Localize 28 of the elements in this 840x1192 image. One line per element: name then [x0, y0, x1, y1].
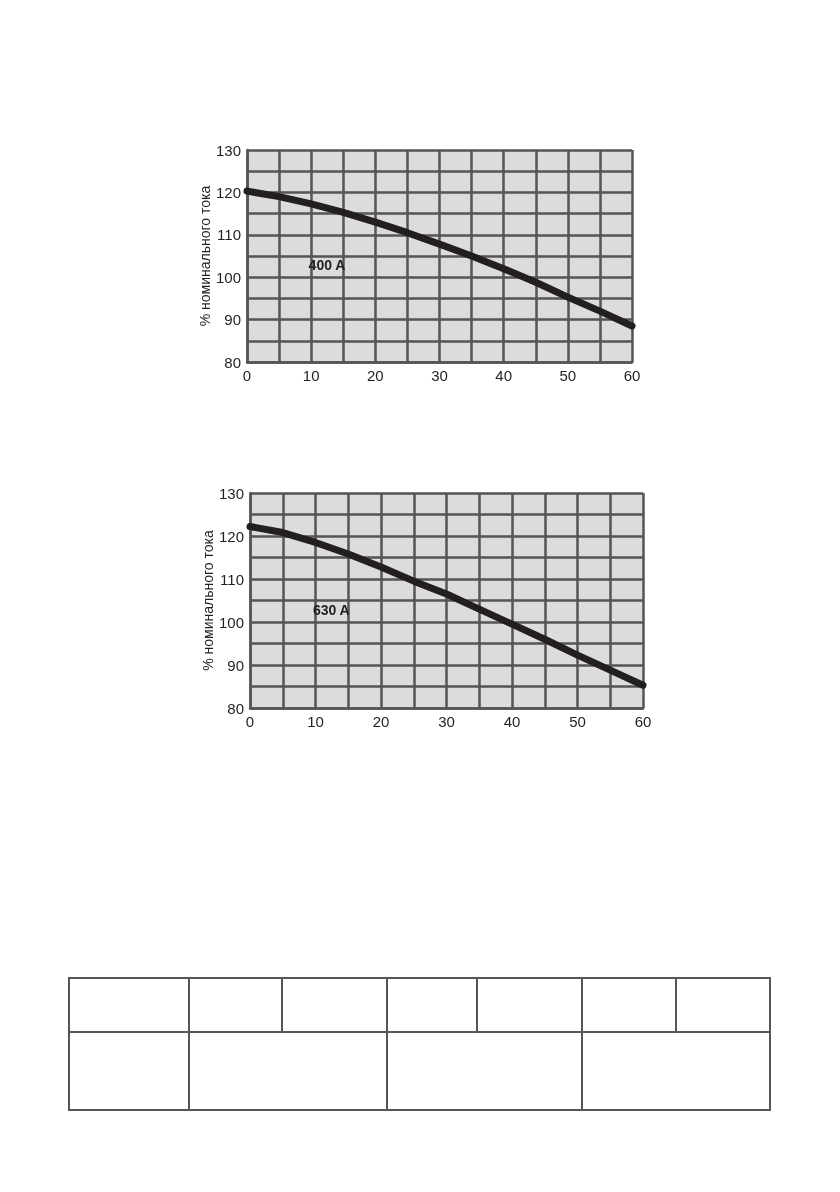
- y-tick-label: 130: [218, 484, 244, 502]
- y-tick-label: 100: [215, 268, 241, 286]
- x-tick-label: 10: [307, 713, 324, 730]
- y-tick-label: 120: [215, 183, 241, 201]
- x-tick-label: 10: [302, 367, 320, 384]
- x-tick-label: 30: [438, 713, 455, 730]
- x-tick-label: 40: [495, 367, 513, 384]
- x-tick-label: 30: [431, 367, 448, 384]
- y-tick-label: 100: [218, 613, 244, 631]
- x-tick-label: 0: [245, 713, 255, 730]
- x-tick-label: 60: [634, 713, 652, 730]
- x-tick-label: 20: [372, 713, 390, 730]
- x-tick-label: 40: [503, 713, 521, 730]
- y-tick-label: 90: [224, 311, 241, 329]
- x-tick-label: 0: [242, 367, 252, 384]
- y-axis-title: % номинального тока: [197, 185, 214, 327]
- y-tick-label: 120: [218, 527, 244, 545]
- y-tick-label: 110: [220, 570, 244, 588]
- y-tick-label: 90: [227, 656, 244, 674]
- y-tick-label: 80: [224, 353, 241, 371]
- x-tick-label: 50: [569, 713, 586, 730]
- x-tick-label: 50: [559, 367, 577, 384]
- y-axis-title: % номинального тока: [200, 530, 217, 671]
- x-tick-label: 60: [623, 367, 641, 384]
- x-tick-label: 20: [366, 367, 384, 384]
- y-tick-label: 110: [217, 226, 241, 244]
- y-tick-label: 130: [215, 141, 241, 159]
- y-tick-label: 80: [227, 699, 244, 717]
